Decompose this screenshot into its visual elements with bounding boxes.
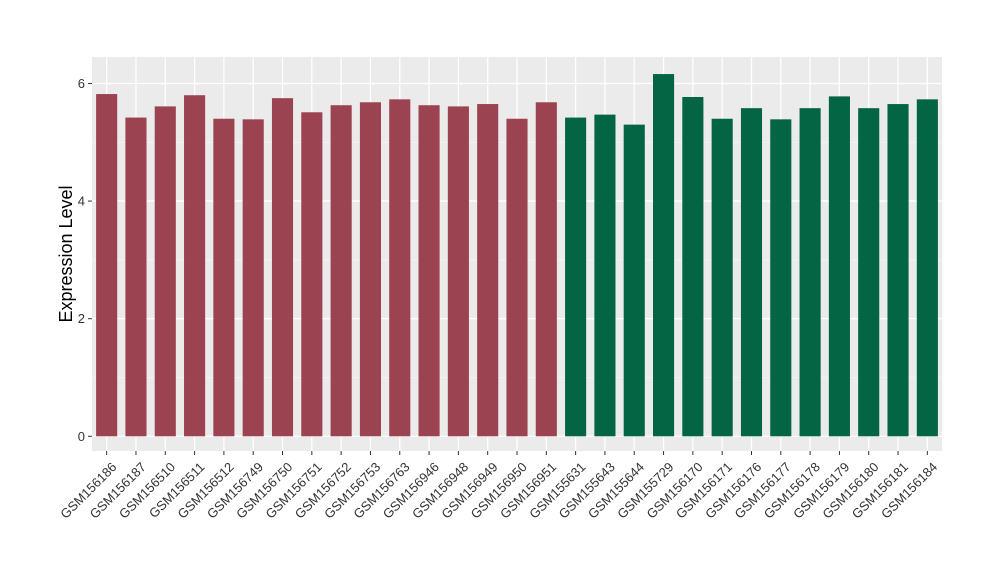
bar-GSM156181 <box>887 104 909 437</box>
y-tick-label: 0 <box>78 429 85 444</box>
bar-GSM156951 <box>535 102 557 437</box>
bar-GSM155643 <box>594 114 616 437</box>
y-axis-title: Expression Level <box>56 185 76 322</box>
bar-GSM156170 <box>682 96 704 437</box>
bars <box>96 74 938 437</box>
bar-GSM155729 <box>653 74 675 437</box>
bar-GSM156946 <box>418 105 440 437</box>
bar-GSM156750 <box>271 98 294 437</box>
bar-GSM156753 <box>359 102 381 437</box>
bar-GSM156751 <box>301 112 323 437</box>
bar-GSM156186 <box>96 94 118 437</box>
bar-GSM155631 <box>565 117 587 437</box>
bar-GSM156184 <box>916 99 938 437</box>
x-axis: GSM156186GSM156187GSM156510GSM156511GSM1… <box>57 451 940 522</box>
bar-GSM156510 <box>154 106 176 437</box>
bar-GSM156179 <box>828 96 850 437</box>
bar-GSM156176 <box>740 108 763 437</box>
bar-GSM156950 <box>506 118 528 437</box>
y-axis: 0 2 4 6 <box>78 76 92 444</box>
bar-GSM156763 <box>389 99 411 437</box>
y-tick-label: 4 <box>78 194 85 209</box>
bar-GSM156512 <box>213 118 235 437</box>
bar-GSM155644 <box>623 124 645 437</box>
bar-GSM156749 <box>242 119 264 437</box>
bar-GSM156180 <box>858 108 880 437</box>
y-tick-label: 6 <box>78 76 85 91</box>
bar-GSM156178 <box>799 108 821 437</box>
bar-GSM156752 <box>330 105 352 437</box>
bar-GSM156187 <box>125 117 147 437</box>
y-tick-label: 2 <box>78 311 85 326</box>
bar-GSM156948 <box>447 106 469 437</box>
bar-GSM156949 <box>477 104 499 437</box>
bar-GSM156171 <box>711 118 733 437</box>
bar-GSM156177 <box>770 119 792 437</box>
bar-GSM156511 <box>184 95 206 437</box>
